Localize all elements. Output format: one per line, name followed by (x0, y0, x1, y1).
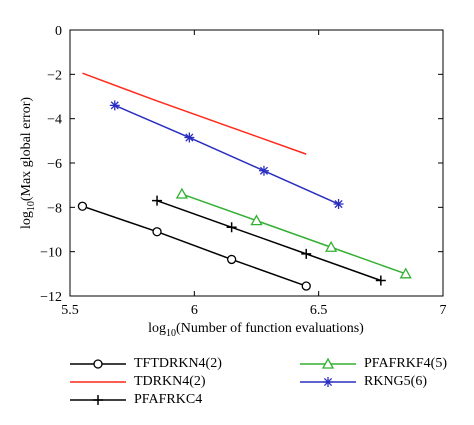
series-3 (175, 187, 412, 279)
series-line (82, 205, 307, 287)
legend-item: TFTDRKN4(2) (68, 354, 222, 374)
legend-marker (323, 377, 333, 387)
series-2 (152, 195, 386, 286)
data-point (226, 222, 237, 233)
data-point (109, 100, 120, 111)
x-tick-label: 5.5 (61, 303, 79, 318)
data-point (333, 199, 344, 210)
data-point (301, 281, 311, 291)
y-tick-label: −10 (40, 246, 62, 261)
x-tick-label: 6 (191, 303, 198, 318)
legend-marker (321, 357, 335, 369)
data-point (324, 240, 338, 252)
legend-swatch (70, 381, 126, 383)
y-tick-label: −2 (47, 68, 62, 83)
legend-label: RKNG5(6) (364, 374, 427, 389)
x-axis-label: log10(Number of function evaluations) (148, 321, 364, 339)
series-4 (109, 100, 344, 210)
y-tick-label: −6 (47, 157, 62, 172)
y-axis-label: log10(Max global error) (19, 97, 37, 229)
data-point (301, 248, 312, 259)
legend-marker (93, 359, 103, 369)
legend-label: TDRKN4(2) (134, 374, 206, 389)
series-0 (77, 201, 311, 291)
legend-item: PFAFRKF4(5) (298, 354, 447, 374)
data-point (175, 187, 189, 199)
y-tick-label: −8 (47, 201, 62, 216)
legend-item: PFAFRKC4 (68, 390, 202, 410)
y-tick-label: −12 (40, 290, 62, 305)
data-point (152, 195, 163, 206)
legend-swatch (70, 395, 126, 405)
series-layer (77, 72, 412, 291)
data-point (250, 214, 263, 226)
data-point (375, 275, 386, 286)
data-point (258, 165, 269, 176)
data-point (77, 201, 88, 211)
data-point (152, 227, 162, 237)
legend-label: PFAFRKF4(5) (364, 356, 447, 371)
x-tick-label: 6.5 (310, 303, 328, 318)
legend-item: TDRKN4(2) (68, 372, 206, 392)
legend-label: PFAFRKC4 (134, 392, 203, 407)
series-1 (82, 72, 307, 155)
series-line (82, 72, 307, 155)
series-line (181, 193, 406, 275)
plot-area (69, 29, 444, 297)
legend-marker (93, 395, 103, 405)
legend-item: RKNG5(6) (298, 372, 427, 392)
legend-swatch (300, 377, 356, 387)
legend-swatch (70, 359, 126, 369)
legend-label: TFTDRKN4(2) (134, 356, 222, 371)
axes: 5.5 6 6.5 7 0 −2 −4 −6 −8 −10 −12 (40, 24, 446, 318)
legend: TFTDRKN4(2) TDRKN4(2) PFAFRKC4 PFAFRKF4(5) R… (68, 354, 468, 424)
y-tick-label: 0 (55, 24, 62, 39)
series-line (156, 199, 382, 282)
series-line (114, 104, 339, 205)
y-tick-label: −4 (47, 113, 62, 128)
data-point (226, 254, 237, 265)
data-point (184, 132, 195, 143)
legend-swatch (300, 357, 356, 369)
x-tick-label: 7 (440, 303, 447, 318)
data-point (399, 267, 412, 279)
